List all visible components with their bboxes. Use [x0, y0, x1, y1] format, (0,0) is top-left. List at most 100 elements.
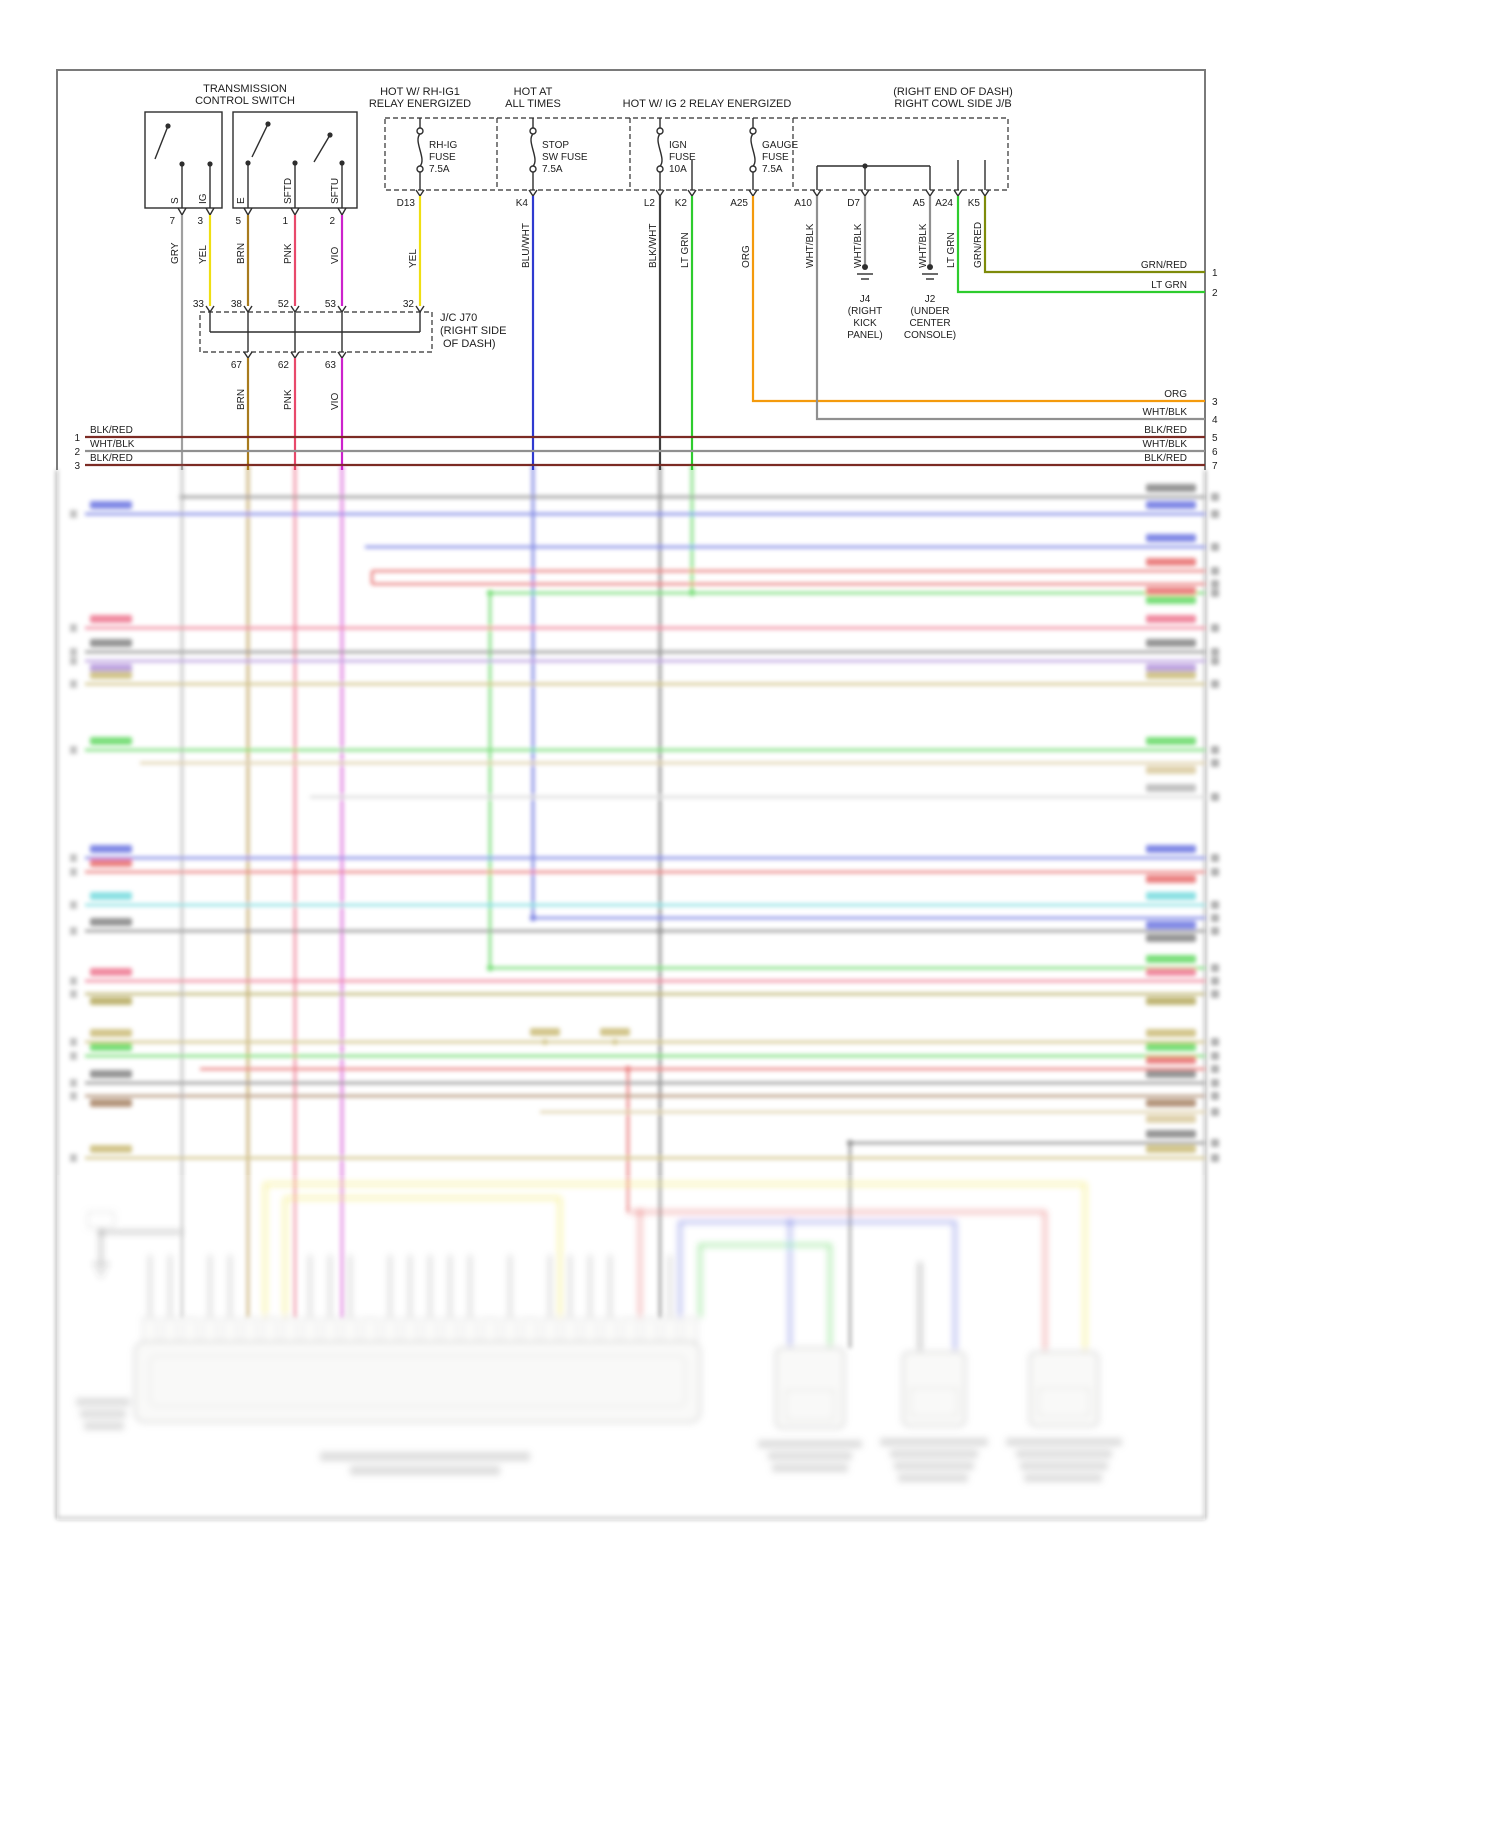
blurred-bottom-connectors	[76, 1182, 1122, 1482]
tcs-pin-number: 7	[169, 216, 175, 227]
diagram-frame	[56, 69, 1206, 470]
junction-id: J/C J70	[440, 312, 477, 324]
entry-wire-label: WHT/BLK	[90, 439, 135, 450]
right-wire-label-blobs	[1146, 484, 1219, 1162]
fuse-label: IGN	[669, 140, 687, 151]
fuse-rh-ig: RH-IG FUSE 7.5A	[416, 118, 458, 190]
tcs-title-line2: CONTROL SWITCH	[195, 95, 295, 107]
exit-wire-number: 5	[1212, 433, 1218, 444]
wire-color-label: PNK	[283, 389, 294, 410]
junction-pin-number: 53	[325, 299, 337, 310]
entry-wire-number: 3	[74, 461, 80, 472]
tcs-pin-name: SFTD	[283, 178, 294, 204]
wire-color-label: LT GRN	[946, 232, 957, 268]
tcs-pin-number: 5	[235, 216, 241, 227]
fuse-rating: 7.5A	[762, 164, 783, 175]
ecm-pin-leads	[148, 1255, 672, 1318]
ground-location: (UNDER	[911, 306, 950, 317]
junction-connector-j70: 33 38 52 53 32 67 62 63 J/C J70 (RIGHT S…	[193, 299, 506, 470]
fuse-stop-sw: STOP SW FUSE 7.5A	[529, 118, 588, 190]
wire-color-label: WHT/BLK	[853, 223, 864, 268]
tcs-pin-number: 3	[197, 216, 203, 227]
junction-pin-number: 67	[231, 360, 243, 371]
tcs-pin-number: 2	[329, 216, 335, 227]
exit-wire-label: BLK/RED	[1144, 453, 1187, 464]
connector-pin-id: A25	[730, 198, 748, 209]
exit-wires-right: GRN/RED 1 LT GRN 2 ORG 3 WHT/BLK 4 BLK/R…	[1141, 260, 1218, 472]
ground-j2: J2 (UNDER CENTER CONSOLE)	[904, 196, 956, 341]
connector-pin-id: A5	[913, 198, 926, 209]
fuse-label: FUSE	[762, 152, 789, 163]
wire-color-label: WHT/BLK	[805, 223, 816, 268]
aux-connector-2	[880, 1351, 988, 1482]
wire-color-label: GRN/RED	[973, 222, 984, 268]
fuse-ign: IGN FUSE 10A	[656, 118, 696, 190]
exit-wire-label: WHT/BLK	[1143, 407, 1188, 418]
exit-wire-number: 1	[1212, 268, 1218, 279]
power-header: HOT W/ IG 2 RELAY ENERGIZED	[623, 98, 792, 110]
ground-location: KICK	[853, 318, 877, 329]
tcs-pin-name: E	[236, 197, 247, 204]
blur-wash-overlay	[57, 470, 1205, 1520]
exit-wire-label: GRN/RED	[1141, 260, 1187, 271]
wire-color-label: VIO	[330, 247, 341, 264]
wire-color-label: WHT/BLK	[918, 223, 929, 268]
aux-connector-3	[1006, 1351, 1122, 1482]
aux-connector-1	[758, 1347, 862, 1472]
exit-wire-label: WHT/BLK	[1143, 439, 1188, 450]
connector-pin-id: A10	[794, 198, 812, 209]
ground-id: J2	[925, 294, 936, 305]
fuse-rating: 7.5A	[429, 164, 450, 175]
fuse-label: RH-IG	[429, 140, 458, 151]
exit-wire-label: ORG	[1164, 389, 1187, 400]
exit-wire-number: 4	[1212, 415, 1218, 426]
fuse-label: SW FUSE	[542, 152, 588, 163]
exit-wire-number: 7	[1212, 461, 1218, 472]
junction-pin-number: 62	[278, 360, 290, 371]
entry-wire-number: 1	[74, 433, 80, 444]
connector-pin-id: D13	[397, 198, 416, 209]
fuse-label: FUSE	[429, 152, 456, 163]
power-header: RELAY ENERGIZED	[369, 98, 471, 110]
fuse-gauge: GAUGE FUSE 7.5A	[749, 118, 798, 190]
fuse-box: HOT W/ RH-IG1 RELAY ENERGIZED HOT AT ALL…	[369, 86, 1205, 470]
wire-color-label: ORG	[741, 245, 752, 268]
entry-wire-label: BLK/RED	[90, 425, 133, 436]
junction-pin-number: 33	[193, 299, 205, 310]
fuse-label: STOP	[542, 140, 569, 151]
connector-pin-id: A24	[935, 198, 953, 209]
fuse-label: GAUGE	[762, 140, 798, 151]
power-header: (RIGHT END OF DASH)	[893, 86, 1013, 98]
ecm-connector	[134, 1317, 701, 1475]
exit-wire-label: LT GRN	[1151, 280, 1187, 291]
transmission-control-switch: TRANSMISSION CONTROL SWITCH S IG E SFTD …	[144, 83, 358, 470]
wire-color-label: BRN	[236, 389, 247, 410]
wire-color-label: VIO	[330, 393, 341, 410]
connector-pin-id: D7	[847, 198, 860, 209]
entry-wires-left: 1 BLK/RED 2 WHT/BLK 3 BLK/RED	[74, 425, 1205, 472]
ground-location: PANEL)	[847, 330, 882, 341]
fuse-rating: 7.5A	[542, 164, 563, 175]
ground-location: CONSOLE)	[904, 330, 956, 341]
power-header: HOT AT	[514, 86, 553, 98]
exit-wire-number: 2	[1212, 288, 1218, 299]
tcs-title-line1: TRANSMISSION	[203, 83, 287, 95]
wire-color-label: YEL	[408, 249, 419, 268]
wire-color-label: BLU/WHT	[521, 223, 532, 268]
wire-color-label: PNK	[283, 243, 294, 264]
junction-pin-number: 32	[403, 299, 415, 310]
connector-pin-id: K5	[968, 198, 981, 209]
blur-wash-overlay-bottom	[57, 1175, 1205, 1520]
entry-wire-label: BLK/RED	[90, 453, 133, 464]
entry-wire-number: 2	[74, 447, 80, 458]
ground-location: (RIGHT	[848, 306, 882, 317]
power-header: RIGHT COWL SIDE J/B	[894, 98, 1011, 110]
tcs-pin-name: IG	[198, 193, 209, 204]
left-wire-label-blobs	[70, 501, 132, 1162]
junction-location: OF DASH)	[443, 338, 496, 350]
tcs-pin-name: S	[170, 197, 181, 204]
blurred-mid-circuit	[56, 466, 1219, 1519]
junction-location: (RIGHT SIDE	[440, 325, 506, 337]
connector-pin-id: L2	[644, 198, 656, 209]
